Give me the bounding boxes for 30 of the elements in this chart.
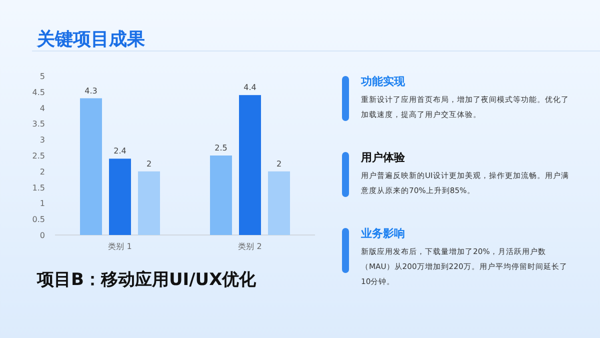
x-tick-label: 类别 2 [238, 242, 262, 251]
text: 功能实现 [361, 74, 405, 89]
y-tick-label: 5 [40, 72, 45, 81]
y-tick-label: 0.5 [32, 215, 45, 224]
text: 项目B：移动应用UI/UX优化 [37, 269, 256, 291]
bar [210, 156, 232, 235]
y-tick-label: 1.5 [32, 183, 45, 192]
y-tick-label: 0 [40, 231, 45, 240]
data-label: 2 [146, 159, 152, 168]
data-label: 2 [276, 159, 282, 168]
chart-title: 关键项目成果 [37, 28, 145, 51]
data-label: 4.3 [84, 86, 98, 96]
y-tick-label: 2 [40, 167, 45, 176]
y-tick-label: 2.5 [32, 152, 45, 160]
bar [80, 98, 102, 235]
bar [268, 171, 290, 235]
x-tick-label: 类别 1 [108, 242, 132, 251]
data-label: 2.5 [214, 144, 228, 152]
bar [239, 95, 261, 235]
text: 业务影响 [361, 226, 405, 241]
bar [138, 171, 160, 235]
y-tick-label: 1 [40, 199, 45, 208]
y-tick-label: 3 [40, 136, 45, 145]
data-label: 4.4 [244, 83, 256, 92]
y-tick-label: 3.5 [32, 120, 45, 129]
y-tick-label: 4.5 [32, 88, 45, 97]
y-tick-label: 4 [40, 104, 45, 113]
data-label: 2.4 [114, 146, 126, 156]
text: 用户体验 [361, 150, 405, 165]
bar [109, 158, 131, 235]
